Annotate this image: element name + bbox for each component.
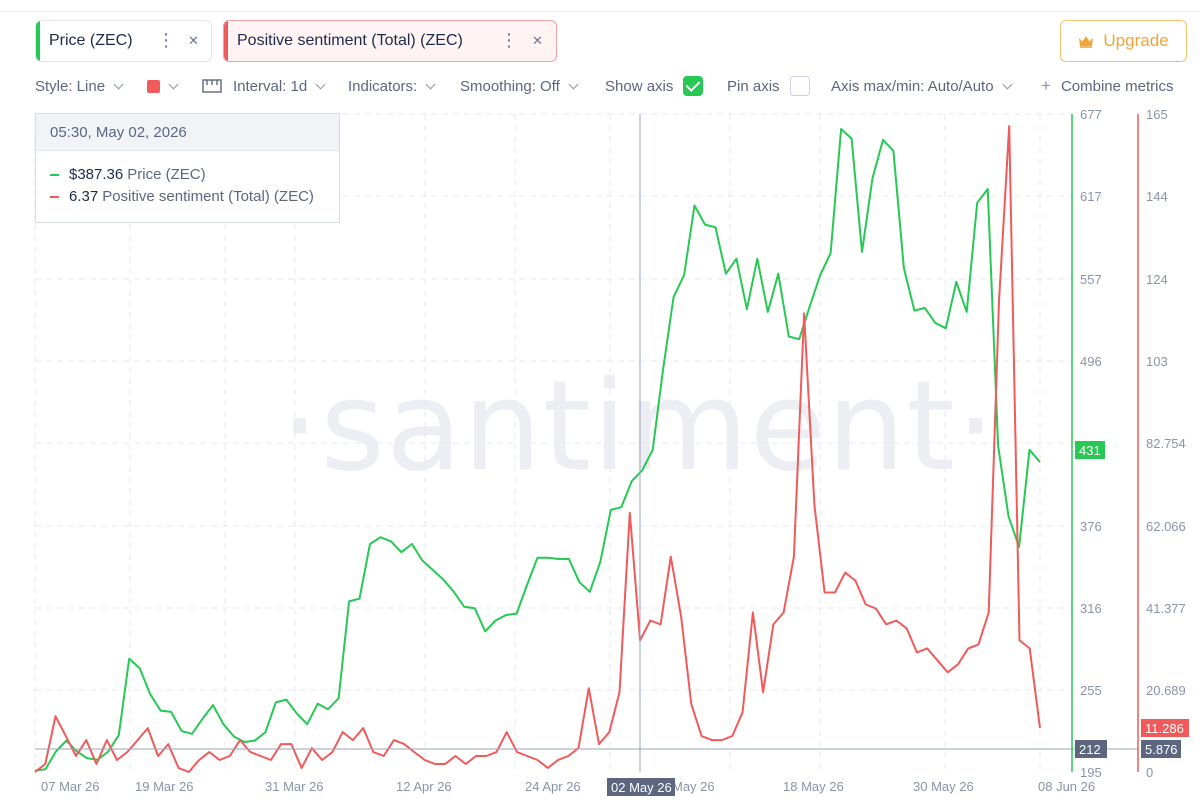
- metric-chip-price[interactable]: Price (ZEC) ⋮ ✕: [35, 20, 212, 62]
- metric-color-bar: [224, 21, 228, 61]
- pin-axis-toggle[interactable]: Pin axis: [727, 74, 810, 98]
- pin-axis-label: Pin axis: [727, 77, 780, 95]
- show-axis-toggle[interactable]: Show axis: [605, 74, 704, 98]
- price-axis-tick: 195: [1080, 765, 1102, 780]
- combine-metrics-label: Combine metrics: [1060, 77, 1174, 95]
- x-axis-tick: 30 May 26: [913, 779, 974, 794]
- sentiment-axis-tick: 20.689: [1146, 683, 1186, 698]
- x-axis-tick: 08 Jun 26: [1038, 779, 1095, 794]
- color-swatch: [147, 79, 160, 93]
- sentiment-crosshair-badge-bg: [1141, 740, 1181, 758]
- price-current-badge-bg: [1075, 441, 1105, 459]
- price-axis-tick: 557: [1080, 272, 1102, 287]
- tooltip-sentiment-name: Positive sentiment (Total) (ZEC): [102, 188, 314, 205]
- sentiment-axis-tick: 0: [1146, 765, 1153, 780]
- pin-axis-checkbox[interactable]: [789, 76, 810, 96]
- price-axis-tick: 617: [1080, 189, 1102, 204]
- smoothing-label: Smoothing: Off: [460, 77, 560, 95]
- price-series-line: [34, 128, 1041, 772]
- sentiment-axis-tick: 124: [1146, 272, 1168, 287]
- chart-axes: 677 617 557 496 376 316 255 195 165 144 124 103 82.7…: [35, 107, 1189, 796]
- combine-metrics-button[interactable]: + Combine metrics: [1041, 74, 1173, 98]
- price-crosshair-badge: 212: [1079, 742, 1101, 757]
- sentiment-axis-tick: 144: [1146, 189, 1168, 204]
- sentiment-axis-tick: 82.754: [1146, 436, 1186, 451]
- close-icon[interactable]: ✕: [532, 33, 543, 48]
- sentiment-current-badge: 11.286: [1145, 721, 1184, 736]
- price-axis-tick: 376: [1080, 519, 1102, 534]
- tooltip-price-value: $387.36: [69, 166, 124, 183]
- show-axis-label: Show axis: [605, 77, 674, 95]
- tooltip-date: 05:30, May 02, 2026: [36, 114, 339, 151]
- metric-label: Positive sentiment (Total) (ZEC): [237, 32, 463, 49]
- chart-tooltip: 05:30, May 02, 2026 $387.36 Price (ZEC) …: [35, 113, 340, 223]
- chart-series: [34, 125, 1041, 773]
- x-axis-tick: 07 Mar 26: [41, 779, 100, 794]
- more-options-icon[interactable]: ⋮: [157, 30, 175, 50]
- x-axis-tick: 12 Apr 26: [396, 779, 452, 794]
- price-axis-tick: 316: [1080, 601, 1102, 616]
- sentiment-series-line: [34, 125, 1041, 773]
- metric-chip-sentiment[interactable]: Positive sentiment (Total) (ZEC) ⋮ ✕: [223, 20, 557, 62]
- price-crosshair-badge-bg: [1075, 740, 1107, 758]
- smoothing-dropdown[interactable]: Smoothing: Off: [460, 74, 579, 98]
- more-options-icon[interactable]: ⋮: [500, 30, 518, 50]
- sentiment-crosshair-badge: 5.876: [1145, 742, 1178, 757]
- close-icon[interactable]: ✕: [188, 33, 199, 48]
- legend-dash: [50, 173, 59, 176]
- price-axis-tick: 255: [1080, 683, 1102, 698]
- upgrade-button[interactable]: Upgrade: [1060, 20, 1187, 62]
- show-axis-checkbox[interactable]: [683, 76, 704, 96]
- crosshair-date-badge-bg: [607, 778, 675, 796]
- price-axis-tick: 677: [1080, 107, 1102, 122]
- sentiment-axis-tick: 41.377: [1146, 601, 1186, 616]
- x-axis-tick: 24 Apr 26: [525, 779, 581, 794]
- axis-maxmin-dropdown[interactable]: Axis max/min: Auto/Auto: [831, 74, 1013, 98]
- indicators-dropdown[interactable]: Indicators:: [348, 74, 436, 98]
- price-current-badge: 431: [1079, 443, 1101, 458]
- color-dropdown[interactable]: [147, 74, 179, 98]
- x-axis-tick: May 26: [672, 779, 715, 794]
- interval-label: Interval: 1d: [233, 77, 308, 95]
- tooltip-price-row: $387.36 Price (ZEC): [50, 166, 206, 183]
- crosshair-date-badge: 02 May 26: [611, 780, 672, 795]
- style-label: Style: Line: [35, 77, 106, 95]
- sentiment-current-badge-bg: [1141, 719, 1189, 737]
- style-dropdown[interactable]: Style: Line: [35, 74, 124, 98]
- x-axis-tick: 19 Mar 26: [135, 779, 194, 794]
- tooltip-sentiment-row: 6.37 Positive sentiment (Total) (ZEC): [50, 188, 314, 205]
- metric-label: Price (ZEC): [49, 32, 133, 49]
- upgrade-label: Upgrade: [1103, 31, 1169, 50]
- crown-icon: [1079, 35, 1094, 48]
- sentiment-axis-tick: 103: [1146, 354, 1168, 369]
- price-axis-tick: 496: [1080, 354, 1102, 369]
- x-axis-tick: 18 May 26: [783, 779, 844, 794]
- metric-color-bar: [36, 21, 40, 61]
- tooltip-price-name: Price (ZEC): [127, 166, 206, 183]
- plus-icon: +: [1041, 76, 1051, 95]
- x-axis-tick: 31 Mar 26: [265, 779, 324, 794]
- top-divider: [0, 11, 1200, 12]
- tooltip-sentiment-value: 6.37: [69, 188, 99, 205]
- legend-dash: [50, 195, 59, 198]
- interval-dropdown[interactable]: Interval: 1d: [202, 74, 326, 98]
- axis-maxmin-label: Axis max/min: Auto/Auto: [831, 77, 994, 95]
- sentiment-axis-tick: 62.066: [1146, 519, 1186, 534]
- chart-grid: [34, 113, 1072, 772]
- sentiment-axis-tick: 165: [1146, 107, 1168, 122]
- interval-icon: [202, 79, 222, 93]
- indicators-label: Indicators:: [348, 77, 418, 95]
